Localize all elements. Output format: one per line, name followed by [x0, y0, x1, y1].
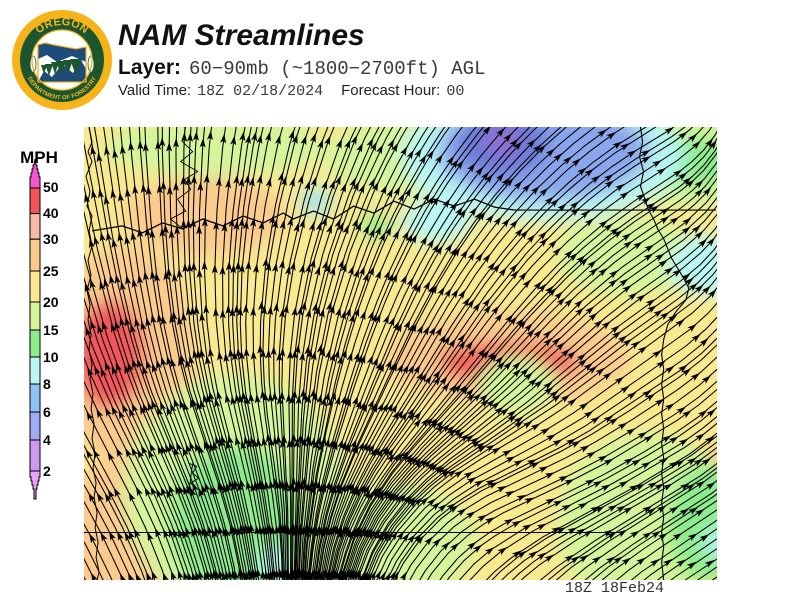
svg-text:10: 10	[43, 349, 59, 365]
svg-text:15: 15	[43, 322, 59, 338]
svg-text:50: 50	[43, 179, 59, 195]
svg-text:40: 40	[43, 205, 59, 221]
svg-text:4: 4	[43, 432, 51, 448]
svg-text:25: 25	[43, 263, 59, 279]
svg-text:6: 6	[43, 404, 51, 420]
svg-text:8: 8	[43, 376, 51, 392]
svg-text:2: 2	[43, 463, 51, 479]
svg-text:20: 20	[43, 294, 59, 310]
svg-text:30: 30	[43, 231, 59, 247]
